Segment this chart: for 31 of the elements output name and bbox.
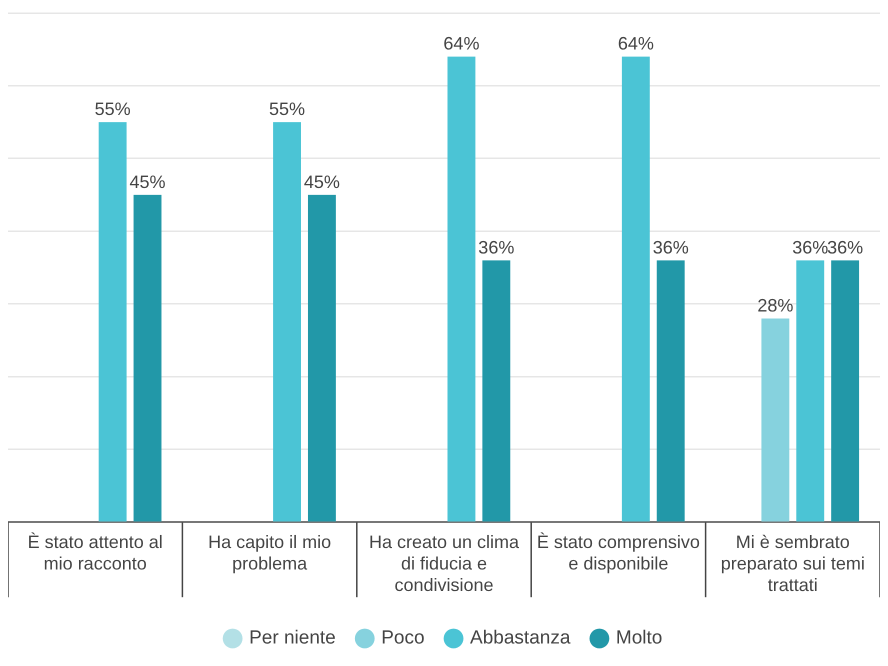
data-label: 36% [827, 237, 864, 258]
data-label: 55% [94, 99, 131, 120]
x-tick-label: È stato attento al mio racconto [28, 532, 163, 574]
x-tick-label: Ha capito il mio problema [208, 532, 332, 574]
data-label: 64% [443, 34, 480, 54]
data-label: 28% [757, 295, 794, 316]
bar [98, 122, 127, 522]
data-label: 55% [269, 99, 306, 120]
legend-label: Abbastanza [470, 628, 571, 649]
x-tick-label: È stato comprensivo e disponibile [536, 532, 700, 574]
data-label: 36% [652, 237, 689, 258]
legend-label: Molto [616, 628, 662, 649]
bar [134, 194, 162, 522]
legend-label: Per niente [249, 628, 336, 649]
bar [831, 260, 860, 522]
bar [796, 260, 824, 522]
bar [447, 56, 476, 522]
data-label: 36% [792, 237, 828, 258]
x-tick-label: Ha creato un clima di fiducia e condivisione [368, 532, 520, 596]
bar [622, 56, 650, 522]
x-tick-label: Mi è sembrato preparato sui temi trattati [720, 532, 865, 596]
data-label: 45% [130, 172, 166, 192]
data-label: 64% [618, 34, 654, 54]
data-label: 45% [304, 172, 340, 192]
bar [761, 318, 790, 522]
data-label: 36% [478, 237, 514, 258]
bar [656, 260, 685, 522]
bar [273, 122, 301, 522]
bar [308, 194, 336, 522]
bar [482, 260, 510, 522]
legend-label: Poco [381, 628, 425, 649]
